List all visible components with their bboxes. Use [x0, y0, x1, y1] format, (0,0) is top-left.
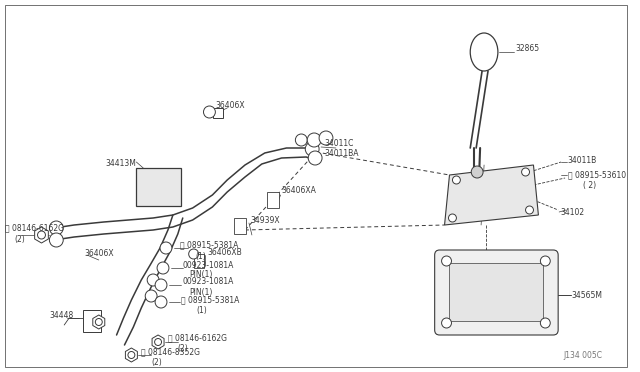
Text: J134 005C: J134 005C [563, 352, 602, 360]
Text: 34448: 34448 [49, 311, 74, 321]
Polygon shape [445, 165, 538, 225]
Circle shape [471, 166, 483, 178]
Polygon shape [35, 227, 49, 243]
Circle shape [452, 176, 460, 184]
Bar [194, 254, 204, 268]
Circle shape [525, 206, 534, 214]
Circle shape [204, 106, 216, 118]
Bar [267, 192, 278, 208]
Circle shape [160, 242, 172, 254]
Circle shape [38, 231, 45, 239]
Text: Ⓑ 08146-8352G: Ⓑ 08146-8352G [141, 347, 200, 356]
Circle shape [540, 318, 550, 328]
Circle shape [319, 131, 333, 145]
Ellipse shape [470, 33, 498, 71]
Text: 36406X: 36406X [84, 248, 113, 257]
Circle shape [128, 352, 135, 359]
Circle shape [449, 214, 456, 222]
Circle shape [95, 318, 102, 326]
Text: (2): (2) [151, 357, 162, 366]
Circle shape [307, 133, 321, 147]
Text: Ⓑ 08146-6162G: Ⓑ 08146-6162G [168, 334, 227, 343]
Circle shape [155, 296, 167, 308]
Text: 34939X: 34939X [250, 215, 280, 224]
Text: 36406XB: 36406XB [207, 247, 242, 257]
Circle shape [442, 256, 451, 266]
Text: 34413M: 34413M [106, 158, 136, 167]
Circle shape [442, 318, 451, 328]
Circle shape [49, 233, 63, 247]
Text: 34102: 34102 [560, 208, 584, 217]
Bar [136, 168, 180, 206]
Text: 00923-1081A: 00923-1081A [183, 278, 234, 286]
Text: Ⓥ 08915-5381A: Ⓥ 08915-5381A [180, 241, 238, 250]
Circle shape [145, 290, 157, 302]
Text: Ⓑ 08146-6162G: Ⓑ 08146-6162G [5, 224, 64, 232]
Circle shape [157, 262, 169, 274]
Circle shape [305, 142, 319, 156]
Circle shape [296, 134, 307, 146]
Circle shape [155, 279, 167, 291]
Text: PIN(1): PIN(1) [189, 288, 213, 296]
Circle shape [540, 256, 550, 266]
Text: 00923-1081A: 00923-1081A [183, 260, 234, 269]
Bar [234, 218, 246, 234]
Polygon shape [93, 315, 105, 329]
Text: 32865: 32865 [516, 44, 540, 52]
Text: Ⓥ 08915-5381A: Ⓥ 08915-5381A [180, 295, 239, 305]
Bar [213, 108, 223, 118]
Circle shape [522, 168, 529, 176]
Bar [449, 263, 543, 321]
Text: ( 2): ( 2) [583, 180, 596, 189]
Text: 36406XA: 36406XA [282, 186, 316, 195]
Circle shape [308, 151, 322, 165]
Text: (1): (1) [196, 251, 206, 260]
Text: (1): (1) [196, 305, 207, 314]
Text: PIN(1): PIN(1) [189, 270, 213, 279]
Text: (2): (2) [178, 344, 189, 353]
Circle shape [49, 221, 63, 235]
Polygon shape [125, 348, 138, 362]
Text: Ⓥ 08915-53610: Ⓥ 08915-53610 [568, 170, 626, 180]
Polygon shape [152, 335, 164, 349]
Circle shape [189, 249, 198, 259]
Text: 34011C: 34011C [324, 138, 353, 148]
Circle shape [147, 274, 159, 286]
Text: 36406X: 36406X [216, 100, 245, 109]
Bar [83, 310, 100, 332]
FancyBboxPatch shape [435, 250, 558, 335]
Circle shape [155, 339, 161, 346]
Text: 34011B: 34011B [567, 155, 596, 164]
Text: 34565M: 34565M [571, 291, 602, 299]
Text: (2): (2) [15, 234, 26, 244]
Text: 34011BA: 34011BA [324, 148, 358, 157]
